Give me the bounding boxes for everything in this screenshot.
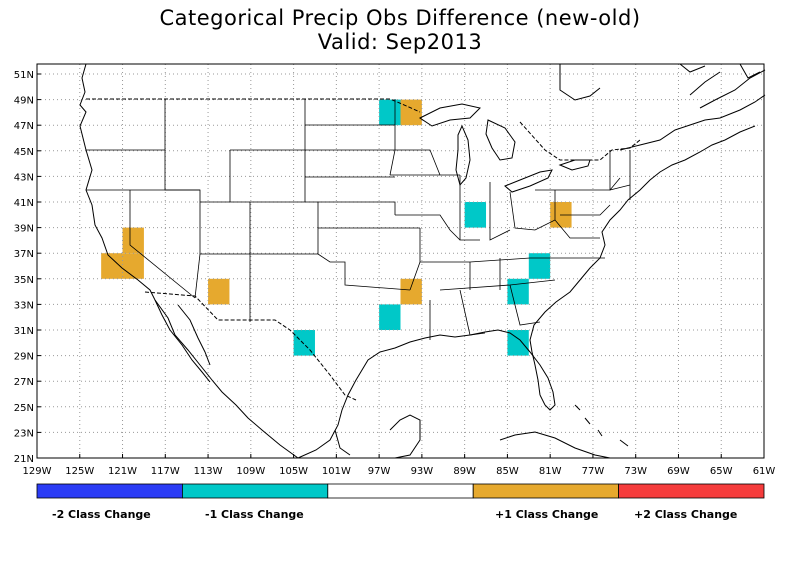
y-tick-label: 43N <box>14 172 34 183</box>
bahamas <box>574 404 629 447</box>
x-tick-label: 61W <box>753 466 776 477</box>
lake-ontario <box>558 159 591 171</box>
x-tick-label: 73W <box>624 466 647 477</box>
northern-coast <box>559 63 761 101</box>
chart-subtitle: Valid: Sep2013 <box>317 30 483 54</box>
x-tick-label: 65W <box>710 466 733 477</box>
minus-class-cell <box>379 304 401 330</box>
x-tick-label: 93W <box>411 466 434 477</box>
coastline-and-borders <box>79 63 766 459</box>
lake-huron <box>485 119 516 161</box>
lake-erie <box>504 169 553 193</box>
x-tick-label: 69W <box>667 466 690 477</box>
plus-class-cell <box>122 253 144 279</box>
plus-class-cell <box>208 278 230 305</box>
y-tick-label: 29N <box>14 352 34 363</box>
x-tick-label: 97W <box>368 466 391 477</box>
legend-colorbar <box>36 483 765 499</box>
plus-class-cell <box>400 278 422 305</box>
plot-frame <box>36 63 765 459</box>
y-tick-label: 35N <box>14 275 34 286</box>
minus-class-cell <box>379 99 401 126</box>
lake-michigan <box>455 124 471 187</box>
us-mexico-border <box>144 291 357 401</box>
us-canada-border <box>86 98 641 161</box>
legend-label-minus1: -1 Class Change <box>205 508 304 521</box>
legend-swatch <box>472 483 620 499</box>
y-tick-label: 31N <box>14 326 34 337</box>
legend-label-plus2: +2 Class Change <box>634 508 738 521</box>
minus-class-cell <box>507 278 529 305</box>
baja-peninsula <box>154 299 211 383</box>
x-tick-label: 77W <box>582 466 605 477</box>
lake-superior <box>419 103 481 127</box>
y-tick-label: 47N <box>14 121 34 132</box>
yucatan <box>334 414 421 459</box>
x-tick-label: 113W <box>194 466 223 477</box>
y-tick-label: 39N <box>14 224 34 235</box>
y-tick-label: 25N <box>14 403 34 414</box>
y-tick-label: 27N <box>14 377 34 388</box>
x-tick-label: 121W <box>108 466 137 477</box>
x-tick-label: 81W <box>539 466 562 477</box>
x-tick-label: 89W <box>453 466 476 477</box>
y-tick-label: 23N <box>14 428 34 439</box>
x-tick-label: 101W <box>322 466 351 477</box>
minus-class-cell <box>507 330 529 356</box>
plus-class-cell <box>122 227 144 254</box>
minus-class-cell <box>464 202 487 228</box>
minus-class-cell <box>528 253 551 279</box>
legend-swatch <box>618 483 765 499</box>
plus-class-cell <box>101 253 123 279</box>
x-tick-label: 117W <box>151 466 180 477</box>
x-axis-labels: 129W 125W 121W 117W 113W 109W 105W 101W 97W 93W 89… <box>23 454 776 477</box>
pacific-coastline <box>79 63 299 459</box>
cuba <box>499 431 611 459</box>
y-axis-labels: 51N 49N 47N 45N 43N 41N 39N 37N 35N 33N 31N 29N 27N 2… <box>14 70 41 465</box>
x-tick-label: 109W <box>236 466 265 477</box>
y-tick-label: 41N <box>14 198 34 209</box>
x-tick-label: 85W <box>496 466 519 477</box>
legend-swatch <box>36 483 183 499</box>
legend-label-minus2: -2 Class Change <box>52 508 151 521</box>
x-tick-label: 125W <box>65 466 94 477</box>
legend-swatch <box>327 483 474 499</box>
y-tick-label: 37N <box>14 249 34 260</box>
chart-title: Categorical Precip Obs Difference (new-o… <box>159 6 641 30</box>
legend-label-plus1: +1 Class Change <box>495 508 599 521</box>
x-tick-label: 129W <box>23 466 52 477</box>
x-tick-label: 105W <box>279 466 308 477</box>
lat-lon-gridlines <box>37 64 764 458</box>
plus-class-cell <box>400 99 422 126</box>
legend-swatch <box>181 483 329 499</box>
y-tick-label: 51N <box>14 70 34 81</box>
gulf-coastline <box>297 329 556 459</box>
y-tick-label: 21N <box>14 454 34 465</box>
y-tick-label: 33N <box>14 300 34 311</box>
atlantic-coastline <box>529 125 756 396</box>
y-tick-label: 49N <box>14 96 34 107</box>
state-boundaries <box>86 99 631 340</box>
minus-class-cell <box>293 330 315 356</box>
y-tick-label: 45N <box>14 147 34 158</box>
maritimes-coast <box>619 69 766 151</box>
